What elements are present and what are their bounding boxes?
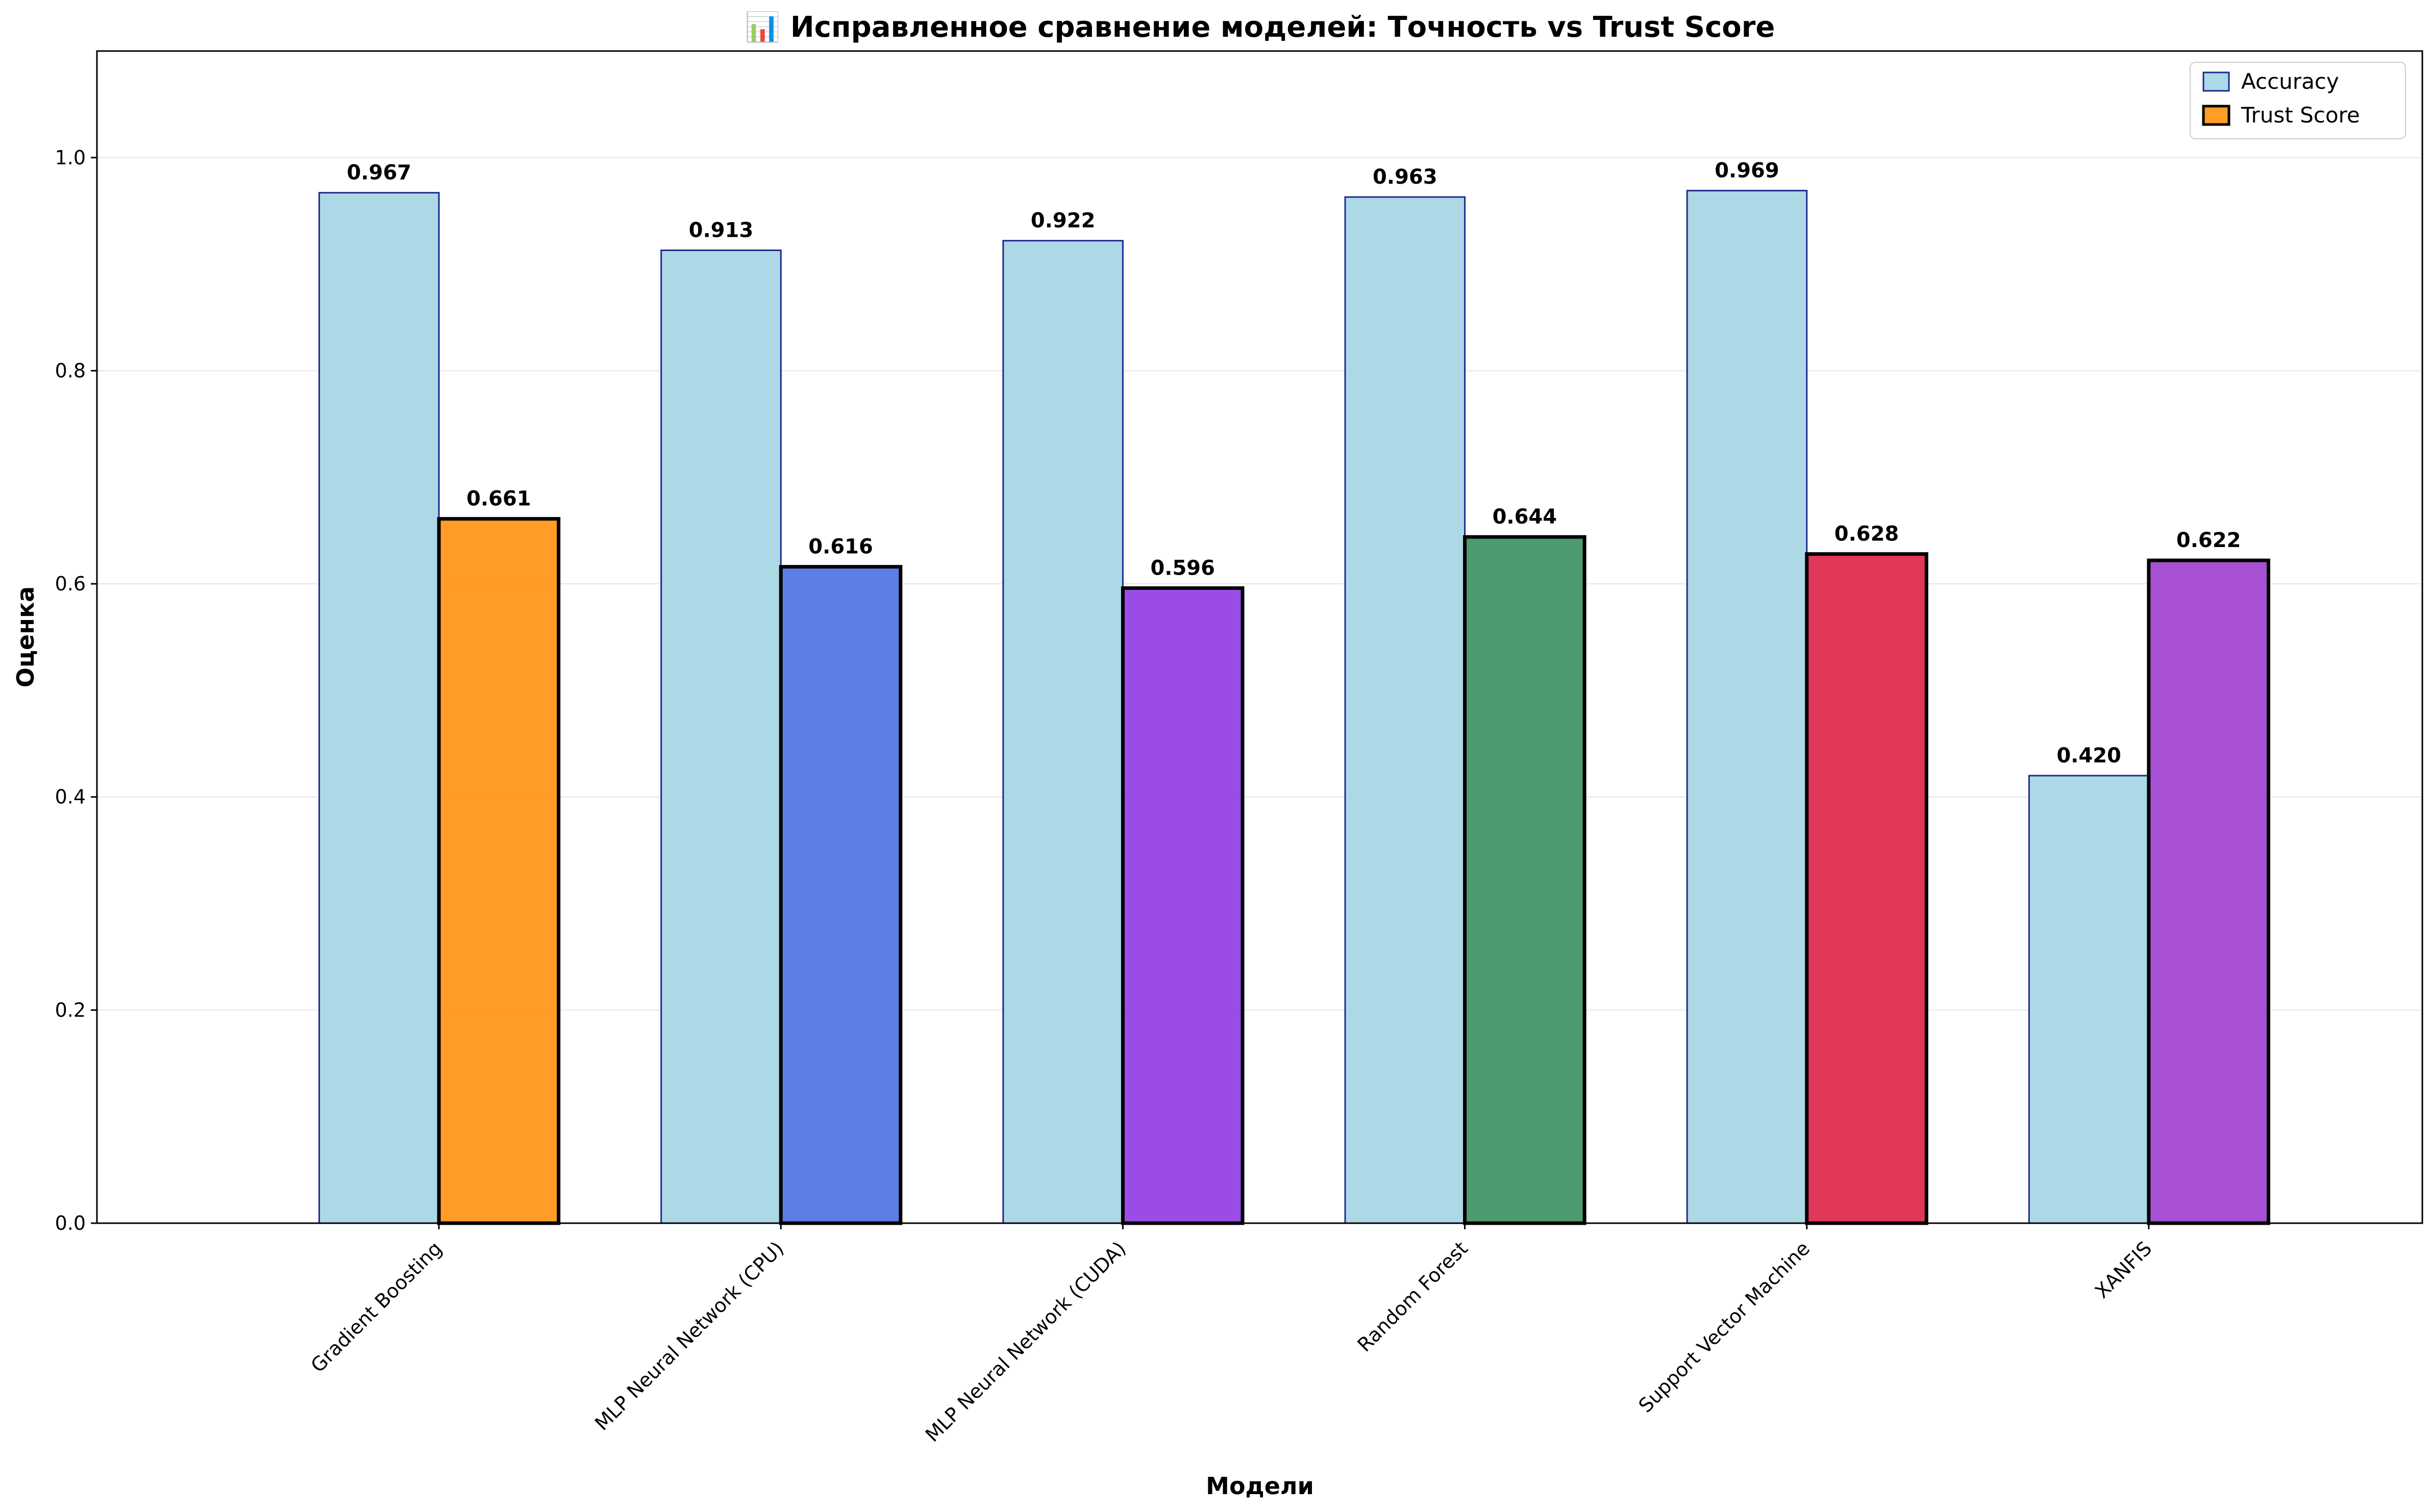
data-label-accuracy: 0.967 bbox=[347, 161, 412, 185]
bar-trust-score bbox=[1805, 552, 1928, 1225]
bar-accuracy bbox=[1344, 196, 1466, 1224]
data-label-trust-score: 0.596 bbox=[1150, 556, 1215, 580]
y-axis-label: Оценка bbox=[12, 586, 39, 687]
bar-accuracy bbox=[1002, 240, 1124, 1224]
x-tick-label: Support Vector Machine bbox=[1634, 1237, 1815, 1417]
x-tick-label: MLP Neural Network (CPU) bbox=[590, 1237, 788, 1435]
data-label-trust-score: 0.622 bbox=[2176, 529, 2241, 552]
data-label-accuracy: 0.963 bbox=[1373, 165, 1437, 189]
data-label-trust-score: 0.616 bbox=[808, 535, 873, 559]
legend-swatch-accuracy bbox=[2202, 71, 2230, 92]
y-tick-label: 1.0 bbox=[55, 146, 86, 169]
bar-accuracy bbox=[660, 249, 782, 1224]
bar-trust-score bbox=[2147, 558, 2270, 1225]
bar-trust-score bbox=[1121, 586, 1245, 1225]
x-tick-label: MLP Neural Network (CUDA) bbox=[921, 1237, 1130, 1446]
x-tick-label: Random Forest bbox=[1353, 1237, 1472, 1356]
y-tick-label: 0.6 bbox=[55, 573, 86, 595]
legend: Accuracy Trust Score bbox=[2190, 62, 2406, 139]
y-tick-label: 0.2 bbox=[55, 999, 86, 1021]
bar-accuracy bbox=[318, 192, 440, 1224]
y-tick-label: 0.0 bbox=[55, 1212, 86, 1234]
bars-layer bbox=[318, 190, 2270, 1225]
bar-trust-score bbox=[1463, 535, 1586, 1225]
legend-swatch-trust-score bbox=[2202, 105, 2230, 126]
data-label-accuracy: 0.913 bbox=[689, 218, 754, 242]
legend-label-accuracy: Accuracy bbox=[2241, 69, 2339, 94]
data-label-trust-score: 0.628 bbox=[1834, 523, 1899, 546]
plot-frame bbox=[96, 50, 2423, 1224]
bar-accuracy bbox=[2028, 775, 2150, 1224]
y-tick-label: 0.4 bbox=[55, 786, 86, 808]
data-label-accuracy: 0.969 bbox=[1715, 159, 1779, 183]
x-tick-label: XANFIS bbox=[2091, 1237, 2156, 1302]
bar-trust-score bbox=[779, 565, 903, 1225]
y-axis-ticks: 0.0 0.2 0.4 0.6 0.8 1.0 bbox=[55, 146, 97, 1234]
x-tick-label: Gradient Boosting bbox=[306, 1237, 446, 1377]
bar-accuracy bbox=[1686, 190, 1808, 1224]
legend-label-trust-score: Trust Score bbox=[2241, 103, 2360, 128]
chart-title: 📊 Исправленное сравнение моделей: Точнос… bbox=[745, 11, 1775, 44]
bar-trust-score bbox=[437, 517, 561, 1225]
data-labels-layer: 0.967 0.661 0.913 0.616 0.922 0.596 0.963 0.644… bbox=[347, 159, 2241, 767]
legend-box bbox=[2190, 62, 2406, 139]
x-axis-label: Модели bbox=[1206, 1472, 1314, 1500]
x-axis-ticks: Gradient Boosting MLP Neural Network (CPU… bbox=[306, 1223, 2156, 1446]
data-label-accuracy: 0.922 bbox=[1031, 209, 1096, 233]
data-label-trust-score: 0.644 bbox=[1493, 505, 1557, 529]
data-label-accuracy: 0.420 bbox=[2056, 744, 2121, 767]
data-label-trust-score: 0.661 bbox=[466, 487, 531, 511]
y-tick-label: 0.8 bbox=[55, 359, 86, 382]
